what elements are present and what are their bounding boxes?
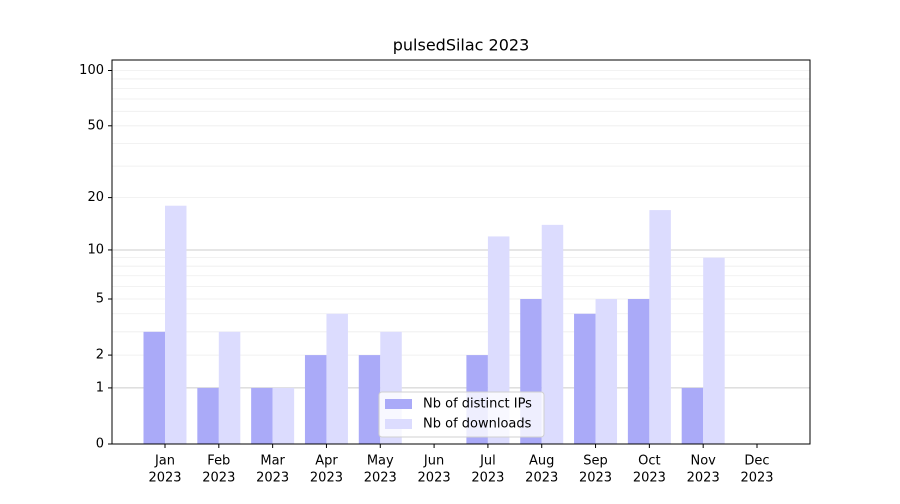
x-tick-label: May (367, 454, 394, 469)
legend-label: Nb of distinct IPs (423, 397, 532, 412)
bar (595, 298, 618, 444)
x-tick-label: 2023 (256, 471, 289, 486)
x-tick-label: Jun (423, 454, 444, 469)
bar (218, 331, 241, 444)
bar (143, 331, 165, 444)
bar (251, 387, 273, 444)
bar (197, 387, 219, 444)
x-tick-label: Dec (744, 454, 769, 469)
bar (703, 257, 725, 444)
legend-swatch (385, 399, 412, 409)
y-tick-label: 10 (87, 242, 104, 257)
x-tick-label: 2023 (148, 471, 181, 486)
bar (627, 298, 650, 444)
bar (272, 387, 295, 444)
x-tick-label: 2023 (202, 471, 235, 486)
y-tick-label: 5 (96, 291, 104, 306)
x-tick-label: 2023 (310, 471, 343, 486)
y-tick-label: 2 (96, 348, 104, 363)
x-tick-label: 2023 (687, 471, 720, 486)
legend-box (378, 391, 545, 438)
x-tick-label: Aug (529, 454, 554, 469)
bar (649, 210, 671, 444)
bar (574, 313, 596, 444)
chart-title: pulsedSilac 2023 (393, 36, 530, 55)
x-tick-label: 2023 (525, 471, 558, 486)
y-tick-label: 20 (87, 190, 104, 205)
y-tick-label: 50 (87, 118, 104, 133)
x-tick-label: Jul (479, 454, 496, 469)
y-tick-label: 0 (96, 437, 104, 452)
bar (165, 205, 187, 444)
x-tick-label: Nov (690, 454, 716, 469)
x-tick-label: 2023 (364, 471, 397, 486)
y-tick-label: 100 (79, 63, 104, 78)
x-tick-label: Oct (638, 454, 660, 469)
legend-label: Nb of downloads (423, 417, 532, 432)
y-tick-label: 1 (96, 380, 104, 395)
x-tick-label: Feb (207, 454, 230, 469)
x-tick-label: 2023 (418, 471, 451, 486)
x-tick-label: Apr (315, 454, 338, 469)
x-tick-label: Jan (154, 454, 175, 469)
legend-swatch (385, 419, 412, 429)
plot-frame (111, 59, 811, 445)
x-tick-label: Sep (583, 454, 608, 469)
x-tick-label: 2023 (471, 471, 504, 486)
bar (304, 355, 327, 444)
x-tick-label: 2023 (633, 471, 666, 486)
x-tick-label: 2023 (740, 471, 773, 486)
x-tick-label: Mar (260, 454, 285, 469)
bar (326, 313, 348, 444)
bar (541, 224, 564, 444)
bar (358, 355, 381, 444)
x-tick-label: 2023 (579, 471, 612, 486)
bar (681, 387, 704, 444)
